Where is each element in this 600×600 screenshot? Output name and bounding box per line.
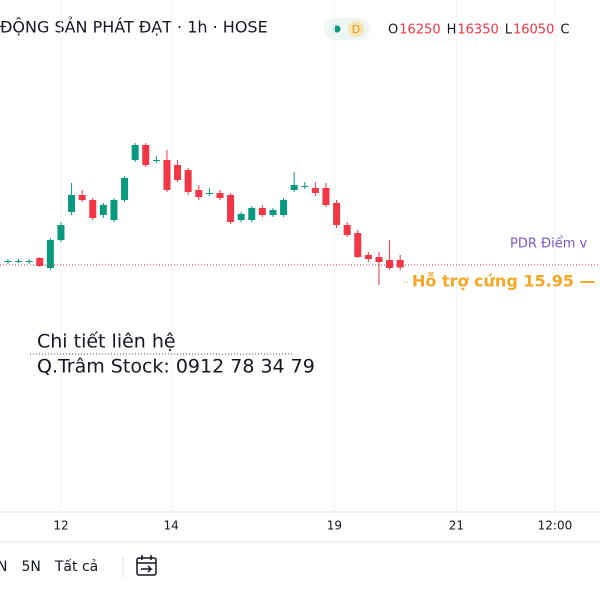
toolbar-button[interactable]: Tất cả — [54, 559, 98, 575]
badge-circle — [348, 21, 364, 37]
candle-body — [227, 195, 235, 222]
contact-line: Chi tiết liên hệ — [37, 331, 176, 353]
x-tick-label: 12 — [53, 519, 68, 533]
ohlc-key: O — [388, 23, 398, 38]
candle-body — [205, 193, 213, 194]
candle-body — [386, 260, 394, 268]
candle-body — [15, 261, 23, 262]
candle-body — [110, 200, 118, 220]
ohlc-value: 16250 — [399, 23, 440, 38]
candle-body — [184, 170, 192, 192]
candle-body — [333, 203, 341, 225]
candle-body — [343, 225, 351, 235]
candle-body — [174, 165, 182, 180]
candle-body — [68, 195, 76, 212]
toolbar-button[interactable]: 5N — [21, 559, 40, 575]
ohlc-key: C — [560, 23, 569, 38]
toolbar-button[interactable]: N — [0, 559, 7, 575]
badge: D — [352, 23, 360, 36]
candle-body — [237, 214, 245, 220]
ohlc-value: 16350 — [457, 23, 498, 38]
candle-body — [248, 208, 256, 220]
candle-body — [301, 186, 309, 187]
ohlc-value: 16050 — [513, 23, 554, 38]
status-dot — [333, 25, 341, 33]
candle-body — [142, 145, 150, 165]
candle-body — [258, 208, 266, 215]
ohlc-key: H — [447, 23, 457, 38]
symbol-title: ĐỘNG SẢN PHÁT ĐẠT · 1h · HOSE — [0, 17, 268, 37]
candle-body — [322, 188, 330, 205]
candle-body — [290, 185, 298, 190]
ohlc: O 16250 H 16350 L 16050 C — [388, 23, 569, 38]
candle-body — [280, 200, 288, 215]
calendar-icon[interactable] — [136, 555, 157, 576]
candle-body — [195, 190, 203, 197]
candle-body — [364, 255, 372, 259]
candle-body — [269, 210, 277, 215]
candle-body — [89, 200, 97, 218]
candle-body — [396, 260, 404, 268]
toolbar: N 5N Tất cả — [0, 559, 98, 575]
x-tick-label: 14 — [164, 519, 179, 533]
plot: 12 14 19 21 12:00 — [4, 0, 572, 533]
contact-line: Q.Trâm Stock: 0912 78 34 79 — [37, 356, 315, 378]
pdr-label: PDR Điểm v — [510, 237, 587, 252]
candle-body — [36, 258, 44, 266]
candle-body — [375, 257, 383, 262]
candle-body — [78, 195, 86, 200]
candle-body — [163, 160, 171, 190]
candle-body — [216, 193, 224, 198]
candle-body — [99, 205, 107, 215]
support-label: Hỗ trợ cứng 15.95 — — [412, 272, 596, 291]
candle-body — [354, 233, 362, 257]
ohlc-key: L — [505, 23, 513, 38]
candle-body — [311, 188, 319, 193]
candle-body — [57, 225, 65, 240]
candle-body — [25, 261, 33, 262]
x-tick-label: 21 — [449, 519, 464, 533]
candle-body — [121, 178, 129, 200]
x-tick-label: 19 — [327, 519, 342, 533]
candle-body — [46, 240, 54, 268]
candle-body — [152, 160, 160, 161]
candle-body — [131, 145, 139, 160]
x-tick-label: 12:00 — [538, 519, 573, 533]
candle-body — [4, 261, 12, 262]
